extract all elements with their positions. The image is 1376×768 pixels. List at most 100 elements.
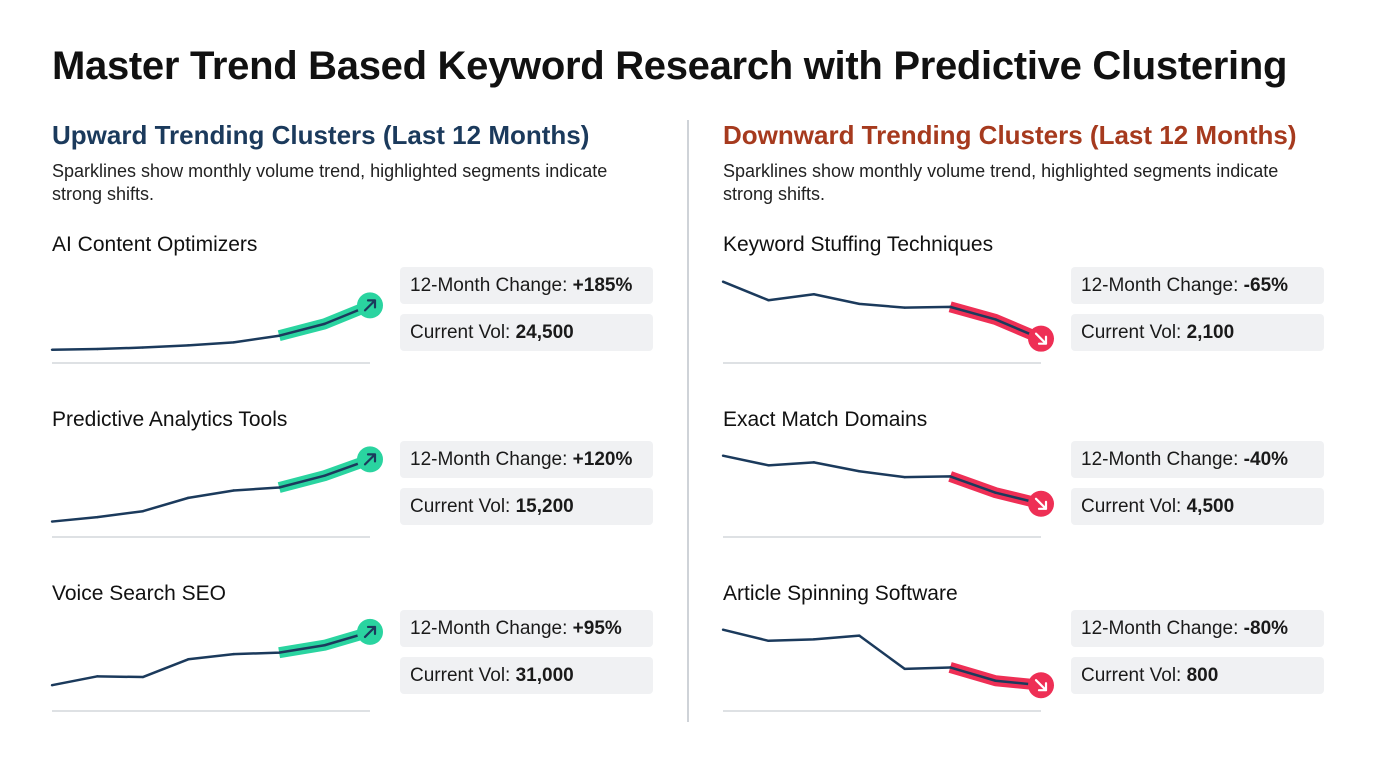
sparkline-data-point xyxy=(767,639,770,642)
sparkline-data-point xyxy=(187,344,190,347)
sparkline-data-point xyxy=(994,679,997,682)
sparkline-data-point xyxy=(858,634,861,637)
sparkline-chart-exact-match-domains xyxy=(721,454,1054,538)
sparkline-series-line xyxy=(51,630,371,687)
sparkline-chart-keyword-stuffing-techniques xyxy=(721,280,1054,364)
change-value: +120% xyxy=(572,449,633,470)
arrow-down-right-icon xyxy=(1028,325,1054,352)
change-label: 12-Month Change: xyxy=(1081,275,1239,296)
change-stat: 12-Month Change: +120% xyxy=(400,441,653,478)
sparkline-data-point xyxy=(721,628,725,631)
sparkline-chart-article-spinning-software xyxy=(721,628,1054,712)
volume-label: Current Vol: xyxy=(410,322,511,343)
sparkline-data-point xyxy=(50,348,54,351)
sparkline-data-point xyxy=(903,475,906,479)
volume-stat: Current Vol: 2,100 xyxy=(1071,314,1324,351)
change-stat: 12-Month Change: +95% xyxy=(400,610,653,647)
change-label: 12-Month Change: xyxy=(410,618,568,639)
sparkline-data-point xyxy=(812,638,816,641)
volume-stat: Current Vol: 800 xyxy=(1071,657,1324,694)
sparkline-data-point xyxy=(767,299,770,302)
sparkline-data-point xyxy=(141,675,145,679)
volume-value: 2,100 xyxy=(1186,322,1235,343)
sparkline-series-line xyxy=(722,628,1042,687)
sparkline-data-point xyxy=(96,675,99,678)
sparkline-data-point xyxy=(187,658,190,661)
volume-value: 15,200 xyxy=(515,496,574,517)
volume-value: 800 xyxy=(1186,665,1219,686)
sparkline-data-point xyxy=(948,475,952,478)
sparkline-data-point xyxy=(96,515,99,519)
sparkline-data-point xyxy=(994,318,997,321)
sparkline-data-point xyxy=(994,491,997,494)
volume-value: 4,500 xyxy=(1186,496,1235,517)
change-stat: 12-Month Change: -80% xyxy=(1071,610,1324,647)
change-label: 12-Month Change: xyxy=(1081,449,1239,470)
upward-section-title: Upward Trending Clusters (Last 12 Months… xyxy=(52,120,590,150)
volume-label: Current Vol: xyxy=(410,496,511,517)
page-title: Master Trend Based Keyword Research with… xyxy=(52,44,1288,88)
change-value: -65% xyxy=(1243,275,1289,296)
cluster-name: AI Content Optimizers xyxy=(52,233,258,256)
sparkline-data-point xyxy=(812,293,816,296)
sparkline-data-point xyxy=(141,510,145,513)
change-stat: 12-Month Change: +185% xyxy=(400,267,653,304)
volume-label: Current Vol: xyxy=(1081,322,1182,343)
sparkline-series-line xyxy=(722,454,1042,506)
arrow-glyph xyxy=(1034,679,1048,692)
arrow-up-right-icon xyxy=(357,446,383,473)
column-divider xyxy=(687,120,689,722)
change-value: -80% xyxy=(1243,618,1289,639)
change-stat: 12-Month Change: -65% xyxy=(1071,267,1324,304)
change-label: 12-Month Change: xyxy=(1081,618,1239,639)
sparkline-data-point xyxy=(277,334,281,337)
upward-section-subtitle: Sparklines show monthly volume trend, hi… xyxy=(52,161,608,204)
sparkline-data-point xyxy=(323,322,326,326)
sparkline-data-point xyxy=(141,346,145,349)
change-value: -40% xyxy=(1243,449,1289,470)
volume-label: Current Vol: xyxy=(410,665,511,686)
change-value: +95% xyxy=(572,618,622,639)
sparkline-data-point xyxy=(187,496,190,500)
volume-stat: Current Vol: 24,500 xyxy=(400,314,653,351)
downward-section-title: Downward Trending Clusters (Last 12 Mont… xyxy=(723,120,1297,150)
cluster-name: Keyword Stuffing Techniques xyxy=(723,233,994,256)
sparkline-data-point xyxy=(858,470,861,473)
sparkline-data-point xyxy=(721,454,725,457)
sparkline-series-line xyxy=(51,458,371,523)
sparkline-data-point xyxy=(50,520,54,523)
cluster-name: Exact Match Domains xyxy=(723,408,928,431)
sparkline-chart-ai-content-optimizers xyxy=(50,292,383,364)
sparkline-data-point xyxy=(232,489,235,492)
sparkline-data-point xyxy=(903,306,906,309)
sparkline-data-point xyxy=(903,667,906,671)
sparkline-data-point xyxy=(858,302,861,306)
sparkline-data-point xyxy=(50,684,54,687)
volume-stat: Current Vol: 15,200 xyxy=(400,488,653,525)
sparkline-data-point xyxy=(232,652,235,656)
sparkline-data-point xyxy=(277,486,281,489)
sparkline-chart-predictive-analytics-tools xyxy=(50,446,383,538)
sparkline-data-point xyxy=(96,347,99,351)
sparkline-series-line xyxy=(51,304,371,352)
arrow-glyph xyxy=(1034,497,1048,510)
arrow-down-right-icon xyxy=(1028,672,1054,699)
arrow-up-right-icon xyxy=(357,618,383,645)
arrow-glyph xyxy=(363,299,377,312)
sparkline-chart-voice-search-seo xyxy=(50,618,383,712)
cluster-name: Voice Search SEO xyxy=(52,582,226,605)
volume-stat: Current Vol: 4,500 xyxy=(1071,488,1324,525)
sparkline-data-point xyxy=(812,461,816,464)
sparkline-data-point xyxy=(948,666,952,669)
arrow-glyph xyxy=(363,453,377,466)
arrow-up-right-icon xyxy=(357,292,383,319)
sparkline-data-point xyxy=(948,305,952,309)
change-label: 12-Month Change: xyxy=(410,449,568,470)
change-label: 12-Month Change: xyxy=(410,275,568,296)
cluster-name: Predictive Analytics Tools xyxy=(52,408,288,431)
arrow-down-right-icon xyxy=(1028,490,1054,517)
sparkline-series-line xyxy=(722,280,1042,340)
arrow-glyph xyxy=(1034,332,1048,345)
sparkline-data-point xyxy=(323,644,326,647)
sparkline-data-point xyxy=(277,651,281,654)
